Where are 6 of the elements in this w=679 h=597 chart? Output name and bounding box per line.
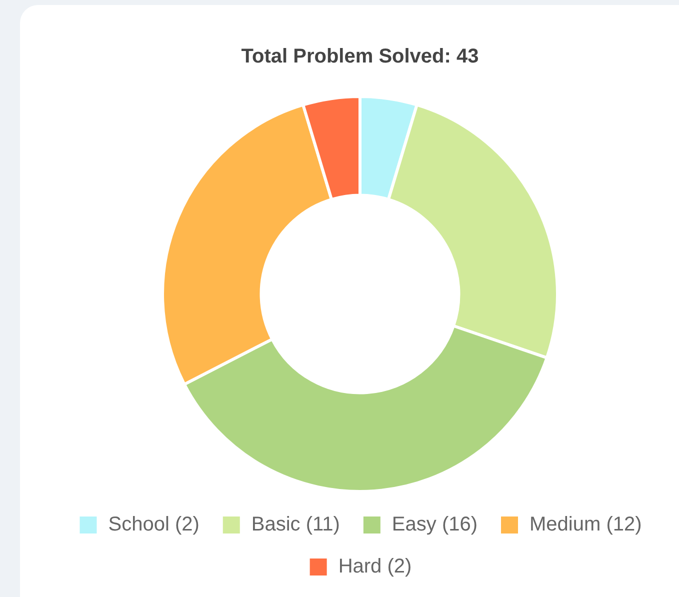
legend-label: Medium (12): [530, 514, 642, 536]
legend-label: Easy (16): [392, 514, 478, 536]
legend-label: Basic (11): [251, 514, 340, 536]
legend-label: Hard (2): [338, 556, 412, 578]
legend-label: School (2): [108, 514, 200, 536]
chart-title: Total Problem Solved: 43: [241, 46, 479, 68]
